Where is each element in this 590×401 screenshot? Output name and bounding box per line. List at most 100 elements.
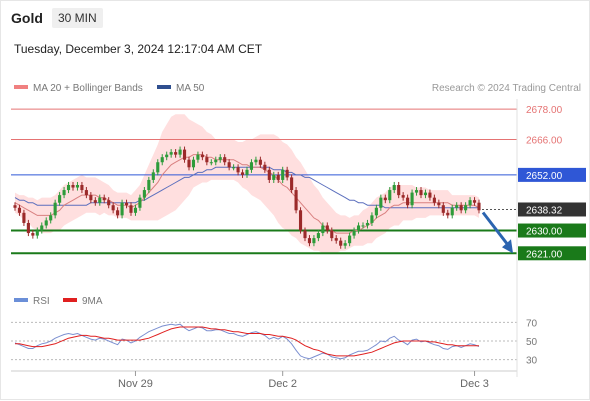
candle-body <box>22 212 26 223</box>
candle-body <box>298 210 303 231</box>
candle-body <box>406 197 410 206</box>
candle-body <box>174 152 178 155</box>
candle <box>178 146 182 158</box>
candle <box>151 169 155 183</box>
candle-body <box>370 215 374 223</box>
candle-body <box>352 230 356 236</box>
candle <box>187 156 191 171</box>
candle <box>392 181 396 194</box>
timestamp: Tuesday, December 3, 2024 12:17:04 AM CE… <box>14 42 263 56</box>
candle-body <box>129 205 133 213</box>
candle-body <box>165 154 169 158</box>
candle-body <box>477 202 481 211</box>
candle <box>31 230 35 239</box>
candle-body <box>84 190 88 196</box>
candle <box>303 227 307 242</box>
candle <box>58 192 62 206</box>
candle <box>17 204 22 216</box>
candle <box>13 202 17 211</box>
candle-body <box>428 192 432 198</box>
candle-body <box>285 169 289 178</box>
candle <box>40 222 44 234</box>
ma20-line <box>14 154 480 234</box>
candle-body <box>240 172 245 175</box>
candle-body <box>214 159 218 163</box>
candle <box>71 181 75 191</box>
rsi-ma-legend-swatch <box>63 298 77 302</box>
candle <box>343 240 347 249</box>
candle-body <box>156 162 160 173</box>
candle-body <box>263 164 267 170</box>
candle <box>298 207 303 234</box>
candle <box>254 156 258 166</box>
candle <box>209 159 213 166</box>
price-plot: 2678.00 2666.00 2652.00 2638.32 2630.00 2621.… <box>11 105 586 261</box>
candle <box>428 189 432 201</box>
candle-body <box>249 162 254 170</box>
candle <box>196 151 200 163</box>
x-tick-label: Nov 29 <box>118 378 153 390</box>
candle-body <box>40 225 44 231</box>
candle <box>124 199 129 209</box>
candle <box>437 199 441 209</box>
candle <box>89 192 93 204</box>
candle-body <box>258 159 262 165</box>
candle-body <box>182 149 187 160</box>
candle-body <box>410 192 414 206</box>
candle-body <box>75 185 80 188</box>
candle-body <box>120 202 124 216</box>
candle-body <box>254 159 258 163</box>
candle <box>223 154 227 166</box>
candle-body <box>200 154 204 158</box>
rsi-legend-label: RSI <box>33 296 50 307</box>
candle-body <box>107 200 111 206</box>
candle <box>22 209 26 226</box>
candle-body <box>116 210 120 216</box>
candle <box>441 202 445 216</box>
timeframe-badge[interactable]: 30 MIN <box>52 8 103 28</box>
candle <box>361 222 365 229</box>
candle <box>423 189 428 199</box>
candle-body <box>339 240 343 246</box>
candle <box>107 197 111 209</box>
candle-body <box>66 185 71 191</box>
candle-body <box>205 157 209 163</box>
candle <box>116 207 120 219</box>
candle-body <box>330 230 334 239</box>
candle-body <box>151 172 155 180</box>
candle-body <box>472 200 477 203</box>
candle <box>446 209 450 219</box>
level-label-2652.00: 2652.00 <box>526 171 563 182</box>
candle-body <box>58 195 62 203</box>
candle <box>249 159 254 173</box>
candle <box>455 202 459 211</box>
candle <box>111 202 115 214</box>
candle <box>379 194 383 211</box>
candle <box>102 194 106 204</box>
candle <box>75 181 80 191</box>
candle <box>321 222 325 237</box>
candle-body <box>455 205 459 208</box>
candle <box>165 151 169 161</box>
candle <box>374 204 378 219</box>
candle-body <box>281 169 285 180</box>
ma20-legend-label: MA 20 + Bollinger Bands <box>33 83 143 94</box>
candle-body <box>133 207 138 213</box>
candle <box>240 169 245 178</box>
candle-body <box>169 152 173 155</box>
candle-body <box>446 212 450 216</box>
candle-body <box>17 207 22 213</box>
candle-body <box>53 202 57 216</box>
rsi-tick-label: 70 <box>526 318 538 329</box>
candle-body <box>312 238 316 244</box>
forecast-arrow-head <box>502 239 513 254</box>
candle-body <box>432 197 436 203</box>
level-tag-2652.00 <box>518 167 586 182</box>
candle <box>66 181 71 194</box>
rsi-legend-swatch <box>14 298 28 302</box>
candle <box>401 192 405 201</box>
copyright: Research © 2024 Trading Central <box>432 83 581 94</box>
candle-body <box>321 225 325 234</box>
candle-body <box>334 238 338 241</box>
candle-body <box>245 169 249 175</box>
